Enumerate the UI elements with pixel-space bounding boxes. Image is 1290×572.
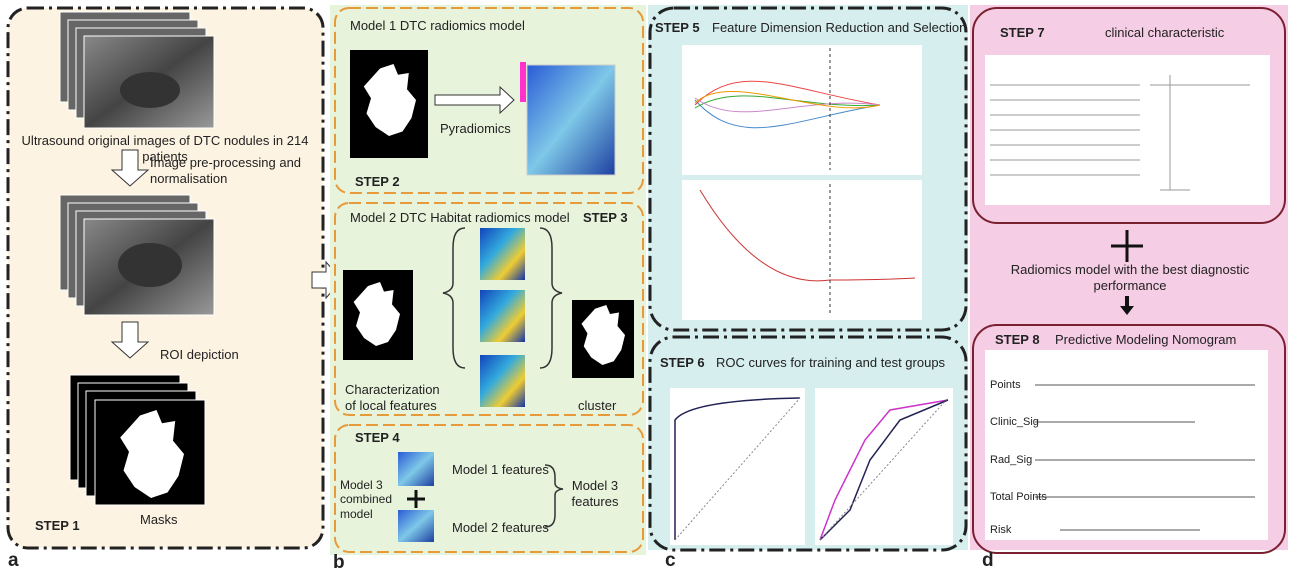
panel-label: c <box>665 550 676 572</box>
heatmap <box>398 452 434 486</box>
nomogram-row: Rad_Sig <box>990 454 1032 467</box>
step-title: STEP 8 <box>995 332 1040 348</box>
feature-label: Model 1 features <box>452 462 549 478</box>
habitat-map <box>480 228 525 280</box>
ultrasound-stack <box>60 12 214 128</box>
caption: cluster <box>578 398 616 414</box>
caption: Model 3 combined model <box>340 478 398 521</box>
habitat-map <box>480 290 525 342</box>
panel-label: d <box>982 550 994 572</box>
feature-label: Model 2 features <box>452 520 549 536</box>
roc-test <box>815 388 953 545</box>
nomogram-row: Risk <box>990 524 1011 537</box>
step-title: STEP 5 <box>655 20 700 36</box>
box-title: ROC curves for training and test groups <box>716 355 945 371</box>
step-title: STEP 6 <box>660 355 705 371</box>
heatmap <box>527 65 615 175</box>
mask-stack <box>70 375 205 505</box>
nomogram <box>985 350 1268 540</box>
step-title: STEP 7 <box>1000 25 1045 41</box>
processed-stack <box>60 195 214 315</box>
panel-label: a <box>8 550 19 572</box>
box-title: Predictive Modeling Nomogram <box>1055 332 1236 348</box>
caption: Masks <box>140 512 178 528</box>
step-title: STEP 2 <box>355 174 400 190</box>
nomogram-row: Total Points <box>990 491 1047 504</box>
figure: Ultrasound original images of DTC nodule… <box>0 0 1290 572</box>
roc-train <box>670 388 805 545</box>
step-label: Image pre-processing and normalisation <box>150 155 325 186</box>
box-title: Feature Dimension Reduction and Selectio… <box>712 20 966 36</box>
link-text: Radiomics model with the best diagnostic… <box>985 262 1275 293</box>
step-title: STEP 1 <box>35 518 80 534</box>
step-title: STEP 4 <box>355 430 400 446</box>
box-title: clinical characteristic <box>1105 25 1224 41</box>
habitat-map <box>480 355 525 407</box>
nomogram-row: Points <box>990 379 1021 392</box>
step-label: ROI depiction <box>160 347 239 363</box>
lasso-cv <box>682 180 922 320</box>
panel-label: b <box>333 552 345 572</box>
feature-label: Model 3 features <box>565 478 625 509</box>
step-label: Pyradiomics <box>440 121 511 137</box>
box-title: Model 1 DTC radiomics model <box>350 18 525 34</box>
box-title: Model 2 DTC Habitat radiomics model <box>350 210 570 226</box>
step-title: STEP 3 <box>583 210 628 226</box>
lasso-coefficients <box>682 45 922 175</box>
heatmap <box>398 510 434 542</box>
colorbar <box>520 62 526 102</box>
nomogram-row: Clinic_Sig <box>990 416 1039 429</box>
caption: Characterization of local features <box>345 382 450 413</box>
